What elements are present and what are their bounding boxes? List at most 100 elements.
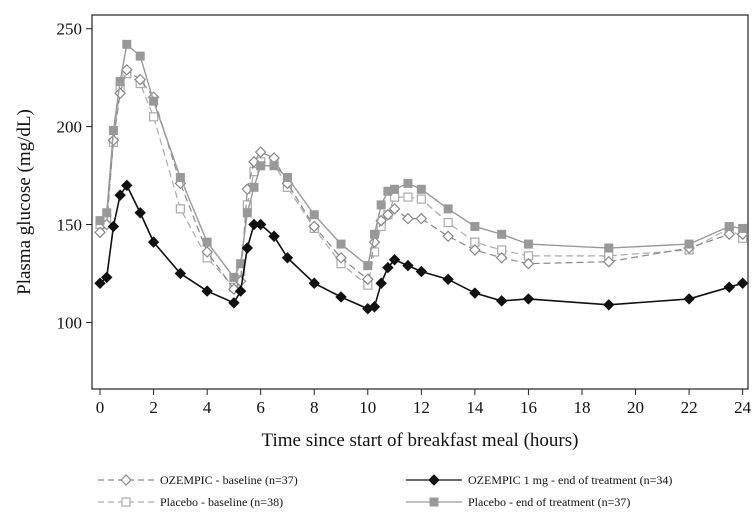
data-point <box>724 221 734 231</box>
data-point <box>114 189 126 201</box>
data-point <box>403 192 413 202</box>
x-tick-label: 22 <box>681 398 698 417</box>
data-point <box>134 73 147 86</box>
x-tick-label: 2 <box>149 398 158 417</box>
y-axis-label: Plasma glucose (mg/dL) <box>14 109 35 295</box>
data-point <box>268 230 280 242</box>
x-tick-label: 0 <box>96 398 105 417</box>
data-point <box>269 161 279 171</box>
data-point <box>723 228 736 241</box>
data-point <box>738 223 748 233</box>
data-point <box>175 173 185 183</box>
data-point <box>149 96 159 106</box>
data-point <box>361 273 374 286</box>
series-2 <box>94 179 749 315</box>
data-point <box>175 204 185 214</box>
data-point <box>442 230 454 243</box>
legend-swatch-marker <box>428 474 440 486</box>
data-point <box>120 63 133 76</box>
data-point <box>134 207 146 219</box>
data-point <box>308 220 321 233</box>
y-axis: 100 150 200 250 <box>57 20 92 332</box>
data-point <box>107 134 120 147</box>
data-point <box>522 257 535 270</box>
data-point <box>147 236 160 248</box>
data-point <box>228 297 240 309</box>
legend-label: Placebo - baseline (n=38) <box>160 495 283 509</box>
data-point <box>308 277 320 289</box>
data-point <box>94 226 106 239</box>
y-tick-label: 100 <box>57 313 83 332</box>
data-point <box>416 194 426 204</box>
data-point <box>469 244 481 256</box>
data-point <box>375 277 387 289</box>
data-point <box>602 255 615 268</box>
data-point <box>415 265 428 278</box>
data-point <box>282 173 292 183</box>
x-tick-label: 14 <box>466 398 484 417</box>
data-point <box>684 239 694 249</box>
data-point <box>403 178 413 188</box>
x-tick-label: 6 <box>256 398 265 417</box>
data-point <box>121 179 133 192</box>
x-tick-label: 18 <box>573 398 590 417</box>
data-point <box>736 277 749 289</box>
data-point <box>470 221 480 231</box>
series-line <box>99 43 743 279</box>
legend-label: OZEMPIC 1 mg - end of treatment (n=34) <box>468 473 672 487</box>
data-point <box>249 182 259 192</box>
series-line <box>99 68 743 291</box>
data-point <box>242 208 252 218</box>
data-point <box>202 237 212 247</box>
x-tick-label: 20 <box>627 398 644 417</box>
series-layer <box>94 39 749 315</box>
data-point <box>723 281 735 293</box>
data-point <box>402 212 414 225</box>
data-point <box>95 216 105 226</box>
x-axis-label: Time since start of breakfast meal (hour… <box>262 430 579 451</box>
data-point <box>683 293 695 305</box>
data-point <box>94 277 106 289</box>
data-point <box>604 243 614 253</box>
series-3 <box>95 69 748 292</box>
legend-swatch-marker <box>120 474 132 486</box>
data-point <box>229 272 239 282</box>
legend-swatch-marker <box>429 497 439 507</box>
data-point <box>388 203 401 215</box>
data-point <box>241 242 254 254</box>
legend-item: OZEMPIC - baseline (n=37) <box>98 473 298 487</box>
data-point <box>415 212 428 225</box>
data-point <box>603 299 615 311</box>
data-point <box>174 267 187 280</box>
data-point <box>122 39 132 49</box>
series-4 <box>95 39 748 282</box>
data-point <box>497 229 507 239</box>
legend-label: OZEMPIC - baseline (n=37) <box>160 473 298 487</box>
data-point <box>376 200 386 210</box>
plot-frame <box>91 14 749 390</box>
data-point <box>101 271 113 284</box>
data-point <box>248 156 260 168</box>
legend-item: Placebo - end of treatment (n=37) <box>406 495 630 509</box>
data-point <box>135 51 145 61</box>
data-point <box>107 220 120 233</box>
data-point <box>309 210 319 220</box>
data-point <box>281 252 294 264</box>
data-point <box>523 239 533 249</box>
data-point <box>388 254 401 266</box>
y-tick-label: 150 <box>57 216 83 235</box>
data-point <box>335 251 347 264</box>
data-point <box>495 295 508 307</box>
legend-item: OZEMPIC 1 mg - end of treatment (n=34) <box>406 473 672 487</box>
x-axis: 0 2 4 6 8 10 12 14 16 18 20 22 24 <box>96 389 752 417</box>
data-point <box>336 239 346 249</box>
x-tick-label: 4 <box>203 398 212 417</box>
series-1 <box>94 63 749 295</box>
x-tick-label: 10 <box>359 398 376 417</box>
y-tick-label: 200 <box>57 118 83 137</box>
legend-swatch-marker <box>121 497 131 507</box>
data-point <box>368 301 381 313</box>
x-tick-label: 16 <box>520 398 537 417</box>
data-point <box>254 146 267 158</box>
